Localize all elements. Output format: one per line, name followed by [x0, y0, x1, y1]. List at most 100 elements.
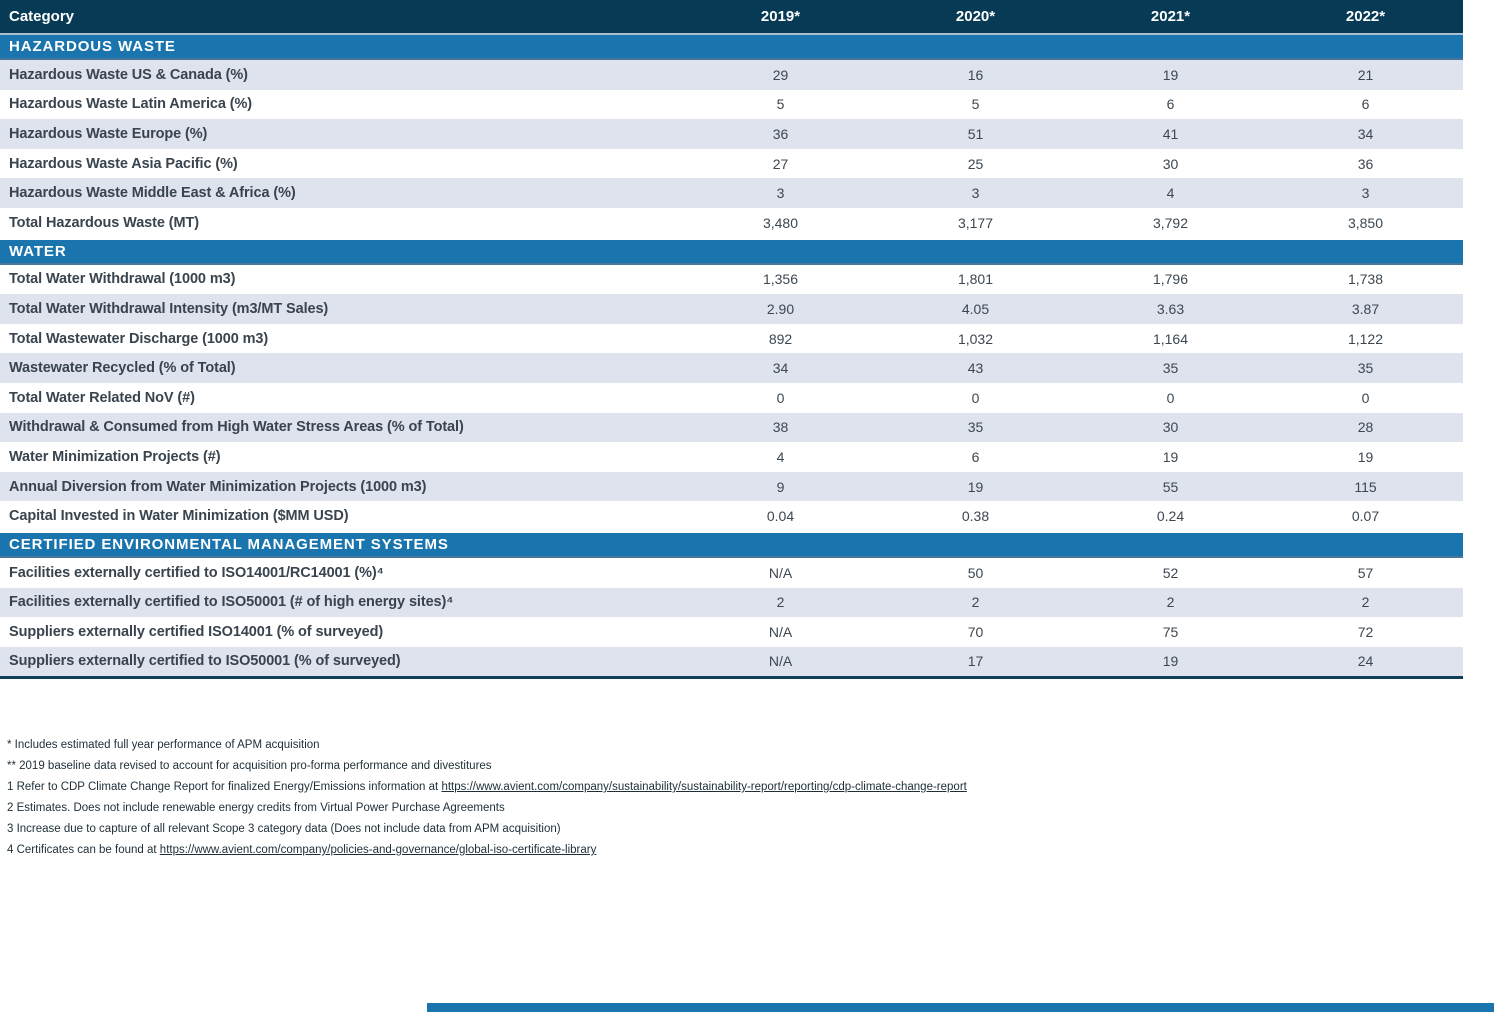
row-label: Water Minimization Projects (#) [9, 448, 221, 465]
row-value: 0.04 [766, 508, 795, 525]
section-header: HAZARDOUS WASTE [0, 35, 1463, 60]
row-label: Hazardous Waste Middle East & Africa (%) [9, 185, 296, 202]
footnote-text: 3 Increase due to capture of all relevan… [7, 823, 561, 835]
table-header-row: Category 2019* 2020* 2021* 2022* [0, 0, 1463, 35]
row-value: 4 [776, 448, 785, 465]
row-value: 19 [1357, 448, 1374, 465]
row-value: 43 [967, 360, 984, 377]
row-value: 70 [967, 623, 984, 640]
row-label: Capital Invested in Water Minimization (… [9, 508, 349, 525]
row-value: 0.24 [1156, 508, 1185, 525]
footnotes: * Includes estimated full year performan… [7, 735, 967, 861]
row-value: 57 [1357, 564, 1374, 581]
row-value: 3.63 [1156, 300, 1185, 317]
row-value: 55 [1162, 478, 1179, 495]
row-value: 25 [967, 155, 984, 172]
partial-section-bar [427, 1003, 1494, 1012]
table-row: Hazardous Waste Asia Pacific (%) 27 25 30 36 [0, 148, 1463, 179]
row-value: 3.87 [1351, 300, 1380, 317]
table-row: Total Water Withdrawal (1000 m3) 1,356 1,8… [0, 264, 1463, 295]
row-value: 21 [1357, 66, 1374, 83]
row-value: 17 [967, 653, 984, 670]
row-value: 0 [1166, 389, 1175, 406]
row-label: Hazardous Waste Asia Pacific (%) [9, 155, 238, 172]
row-value: 1,796 [1152, 271, 1189, 288]
footnote-text: * Includes estimated full year performan… [7, 739, 320, 751]
row-label: Hazardous Waste US & Canada (%) [9, 66, 248, 83]
row-value: 36 [1357, 155, 1374, 172]
row-value: 35 [1357, 360, 1374, 377]
row-value: 1,122 [1347, 330, 1384, 347]
row-label: Facilities externally certified to ISO14… [9, 564, 384, 581]
row-value: 3 [1361, 185, 1370, 202]
row-value: 50 [967, 564, 984, 581]
row-value: 9 [776, 478, 785, 495]
row-value: N/A [768, 564, 793, 581]
column-header-year: 2022* [1345, 8, 1386, 25]
row-value: 3,480 [762, 214, 799, 231]
row-value: 27 [772, 155, 789, 172]
table-row: Hazardous Waste Middle East & Africa (%)… [0, 178, 1463, 208]
row-value: 6 [1166, 96, 1175, 113]
footnote: 3 Increase due to capture of all relevan… [7, 819, 967, 840]
footnote: 1 Refer to CDP Climate Change Report for… [7, 777, 967, 798]
row-value: 3,850 [1347, 214, 1384, 231]
row-value: 75 [1162, 623, 1179, 640]
footnote: 2 Estimates. Does not include renewable … [7, 798, 967, 819]
row-value: 34 [772, 360, 789, 377]
row-value: 0 [1361, 389, 1370, 406]
footnote: ** 2019 baseline data revised to account… [7, 756, 967, 777]
table-row: Hazardous Waste US & Canada (%) 29 16 19 21 [0, 60, 1463, 90]
row-label: Total Water Withdrawal Intensity (m3/MT … [9, 300, 329, 317]
row-label: Suppliers externally certified ISO14001 … [9, 623, 384, 640]
row-value: 1,164 [1152, 330, 1189, 347]
table-row: Suppliers externally certified to ISO500… [0, 646, 1463, 677]
section-title: CERTIFIED ENVIRONMENTAL MANAGEMENT SYSTE… [9, 535, 449, 553]
row-value: 2 [1361, 594, 1370, 611]
row-value: 1,738 [1347, 271, 1384, 288]
row-value: 51 [967, 125, 984, 142]
column-header-category: Category [9, 8, 75, 25]
row-label: Total Hazardous Waste (MT) [9, 214, 199, 231]
row-value: N/A [768, 623, 793, 640]
row-label: Suppliers externally certified to ISO500… [9, 653, 401, 670]
column-header-year: 2021* [1150, 8, 1191, 25]
row-label: Hazardous Waste Europe (%) [9, 125, 208, 142]
row-value: 3,792 [1152, 214, 1189, 231]
row-value: 3 [776, 185, 785, 202]
row-value: 0 [971, 389, 980, 406]
table-row: Hazardous Waste Europe (%) 36 51 41 34 [0, 119, 1463, 149]
column-header-year: 2019* [760, 8, 801, 25]
row-value: 19 [1162, 448, 1179, 465]
table-row: Capital Invested in Water Minimization (… [0, 501, 1463, 531]
table-row: Facilities externally certified to ISO50… [0, 587, 1463, 618]
esg-metrics-table: Category 2019* 2020* 2021* 2022* HAZARDO… [0, 0, 1463, 680]
footnote-text: 2 Estimates. Does not include renewable … [7, 802, 505, 814]
row-value: 41 [1162, 125, 1179, 142]
footnote-link[interactable]: https://www.avient.com/company/policies-… [159, 844, 597, 856]
row-value: 0.07 [1351, 508, 1380, 525]
row-value: 1,801 [957, 271, 994, 288]
table-row: Total Water Withdrawal Intensity (m3/MT … [0, 294, 1463, 324]
section-title: HAZARDOUS WASTE [9, 38, 176, 55]
row-value: 0.38 [961, 508, 990, 525]
table-row: Wastewater Recycled (% of Total) 34 43 35 35 [0, 353, 1463, 383]
section-header: CERTIFIED ENVIRONMENTAL MANAGEMENT SYSTE… [0, 532, 1463, 558]
footnote: 4 Certificates can be found at https://w… [7, 840, 967, 861]
row-label: Total Water Related NoV (#) [9, 389, 195, 406]
table-row: Water Minimization Projects (#) 4 6 19 19 [0, 442, 1463, 472]
row-value: 2 [1166, 594, 1175, 611]
footnote-link[interactable]: https://www.avient.com/company/sustainab… [441, 781, 967, 793]
section-title: WATER [9, 242, 67, 260]
table-row: Suppliers externally certified ISO14001 … [0, 617, 1463, 647]
row-value: 5 [971, 96, 980, 113]
table-row: Total Water Related NoV (#) 0 0 0 0 [0, 382, 1463, 413]
row-label: Total Water Withdrawal (1000 m3) [9, 271, 236, 288]
row-value: 30 [1162, 155, 1179, 172]
row-value: 30 [1162, 419, 1179, 436]
row-value: 6 [1361, 96, 1370, 113]
row-value: 0 [776, 389, 785, 406]
row-value: 24 [1357, 653, 1374, 670]
row-value: 52 [1162, 564, 1179, 581]
table-row: Total Hazardous Waste (MT) 3,480 3,177 3,79… [0, 207, 1463, 238]
